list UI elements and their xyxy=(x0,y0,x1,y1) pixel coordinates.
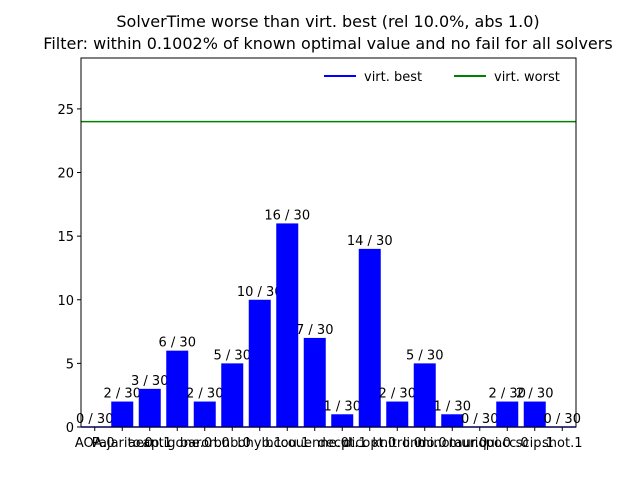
bar-value-label: 5 / 30 xyxy=(406,348,443,363)
bar-value-label: 7 / 30 xyxy=(296,323,333,338)
bar-value-label: 2 / 30 xyxy=(379,387,416,402)
x-tick-label: couenne.0 xyxy=(281,436,349,451)
x-tick-label: pocc.0 xyxy=(486,436,529,451)
chart-title: SolverTime worse than virt. best (rel 10… xyxy=(116,12,539,31)
y-tick-label: 15 xyxy=(57,230,74,245)
bar-value-label: 0 / 30 xyxy=(461,412,498,427)
bar-value-label: 0 / 30 xyxy=(544,412,581,427)
bar-value-label: 6 / 30 xyxy=(159,336,196,351)
bar xyxy=(111,401,134,427)
bar xyxy=(138,388,161,427)
bar xyxy=(523,401,546,427)
bar xyxy=(441,414,464,427)
y-tick-label: 20 xyxy=(57,167,74,182)
bar xyxy=(358,248,381,427)
x-tick-label: shot.1 xyxy=(542,436,582,451)
bar-value-label: 5 / 30 xyxy=(214,348,251,363)
bar-value-label: 14 / 30 xyxy=(347,234,393,249)
x-tick-label: bnb.0 xyxy=(214,436,251,451)
bar-value-label: 16 / 30 xyxy=(264,208,310,223)
bar-value-label: 3 / 30 xyxy=(131,374,168,389)
x-tick-label: dicopt.0 xyxy=(343,436,396,451)
y-tick-label: 10 xyxy=(57,294,74,309)
bar xyxy=(303,337,326,427)
x-tick-label: bcou.1 xyxy=(265,436,309,451)
bar xyxy=(413,363,436,427)
y-tick-label: 5 xyxy=(66,357,74,372)
bar-value-label: 1 / 30 xyxy=(434,399,471,414)
x-tick-label: bhyb.1 xyxy=(237,436,282,451)
y-tick-label: 0 xyxy=(66,421,74,436)
bar-value-label: 10 / 30 xyxy=(237,285,283,300)
bar-value-label: 2 / 30 xyxy=(489,387,526,402)
bar-value-label: 2 / 30 xyxy=(516,387,553,402)
bar xyxy=(276,223,299,427)
x-tick-label: scip.1 xyxy=(516,436,554,451)
bar xyxy=(386,401,409,427)
x-tick-label: baron.0 xyxy=(180,436,230,451)
legend-label: virt. worst xyxy=(494,70,560,85)
legend-label: virt. best xyxy=(364,70,422,85)
x-tick-label: AOA.0 xyxy=(75,436,115,451)
chart-subtitle: Filter: within 0.1002% of known optimal … xyxy=(43,34,612,53)
x-tick-label: muriqui.0 xyxy=(449,436,511,451)
bar xyxy=(496,401,519,427)
x-tick-label: antigone.0 xyxy=(142,436,212,451)
bar xyxy=(248,299,271,427)
bar-value-label: 1 / 30 xyxy=(324,399,361,414)
bar xyxy=(331,414,354,427)
y-tick-label: 25 xyxy=(57,103,74,118)
x-tick-label: knitro.0 xyxy=(372,436,422,451)
x-tick-label: minotaur.0 xyxy=(417,436,487,451)
plot-frame xyxy=(80,57,577,428)
bar xyxy=(193,401,216,427)
x-tick-label: Pajarito.0 xyxy=(92,436,153,451)
bar-value-label: 2 / 30 xyxy=(186,387,223,402)
bar-value-label: 2 / 30 xyxy=(104,387,141,402)
bar-value-label: 0 / 30 xyxy=(76,412,113,427)
bar xyxy=(166,350,189,427)
bar xyxy=(221,363,244,427)
x-tick-label: decpt.1 xyxy=(318,436,367,451)
x-tick-label: aecp.1 xyxy=(128,436,172,451)
x-tick-label: lindo.0 xyxy=(403,436,447,451)
